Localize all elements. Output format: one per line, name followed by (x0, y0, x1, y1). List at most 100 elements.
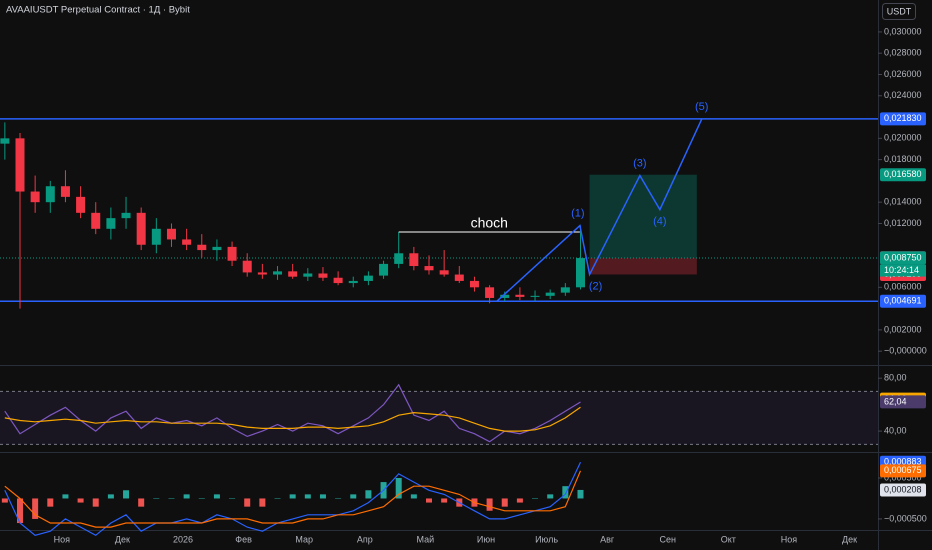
histogram-bar (395, 477, 402, 499)
histogram-bar (410, 494, 417, 499)
chart-title: AVAAIUSDT Perpetual Contract · 1Д · Bybi… (6, 5, 190, 16)
histogram-bar (501, 498, 508, 507)
y-tick-label: 0,018000 (884, 154, 922, 164)
candle-body (0, 138, 10, 144)
histogram-bar (335, 498, 342, 499)
price-tag-label: 0,000675 (884, 465, 922, 475)
candle-body (394, 253, 404, 264)
price-tag (880, 294, 926, 308)
x-tick-label: Авг (600, 534, 615, 544)
candle-body (242, 260, 252, 273)
candle-body (530, 295, 540, 297)
candle-body (303, 273, 313, 277)
x-tick-label: Сен (659, 534, 676, 544)
candle-body (106, 218, 116, 229)
candle-body (257, 272, 267, 275)
y-tick-label: 0,012000 (884, 218, 922, 228)
histogram-bar (77, 498, 84, 503)
price-tag (880, 168, 926, 182)
candle-body (121, 212, 131, 219)
price-tag-label: 0,008750 (884, 252, 922, 262)
x-tick-label: Ноя (54, 534, 71, 544)
candle-body (348, 280, 358, 284)
histogram-bar (441, 498, 448, 503)
price-tag-label: 0,016580 (884, 169, 922, 179)
wave-label: (3) (633, 157, 646, 169)
currency-button[interactable] (882, 3, 916, 20)
candle-body (409, 253, 419, 267)
price-tag-label: 0,000208 (884, 484, 922, 494)
histogram-bar (153, 498, 160, 499)
x-tick-label: Апр (357, 534, 373, 544)
candle-body (212, 246, 222, 251)
x-tick-label: Май (417, 534, 435, 544)
currency-label[interactable]: USDT (887, 6, 912, 16)
candle-body (485, 287, 495, 298)
histogram-bar (32, 498, 39, 519)
histogram-bar (92, 498, 99, 507)
wave-label: (1) (571, 208, 584, 220)
x-tick-label: Мар (295, 534, 313, 544)
price-tag-label: 0,021830 (884, 113, 922, 123)
histogram-bar (123, 490, 130, 499)
price-tag-label: 62,04 (884, 396, 907, 406)
histogram-bar (244, 498, 251, 507)
y-tick-label: 0,014000 (884, 197, 922, 207)
choch-label: choch (471, 215, 508, 231)
histogram-bar (16, 498, 23, 524)
histogram-bar (168, 498, 175, 499)
countdown-box (880, 264, 926, 277)
y-tick-label: 0,026000 (884, 69, 922, 79)
wave-label: (2) (589, 280, 602, 292)
candle-body (91, 212, 101, 229)
price-tag (880, 483, 926, 497)
histogram-bar (516, 498, 523, 503)
candle-body (454, 274, 464, 281)
histogram-bar (547, 494, 554, 499)
histogram-bar (532, 498, 539, 499)
price-tag (880, 251, 926, 265)
candle-body (545, 292, 555, 296)
price-tag-label: 0,000883 (884, 457, 922, 467)
x-tick-label: Ноя (781, 534, 798, 544)
candle-body (500, 294, 510, 298)
candle-body (182, 239, 192, 245)
histogram-bar (426, 498, 433, 503)
candle-body (227, 246, 237, 261)
candle-body (197, 244, 207, 251)
candle-body (136, 212, 146, 245)
candle-body (273, 271, 283, 275)
histogram-bar (304, 494, 311, 499)
x-tick-label: Дек (842, 534, 857, 544)
candle-body (333, 277, 343, 284)
histogram-bar (274, 498, 281, 499)
x-tick-label: Фев (235, 534, 252, 544)
candle-body (560, 287, 570, 293)
histogram-bar (138, 498, 145, 507)
histogram-bar (213, 494, 220, 499)
y-tick-label: 40,00 (884, 425, 907, 435)
histogram-bar (62, 494, 69, 499)
indicator-line (4, 470, 582, 528)
histogram-bar (365, 490, 372, 499)
candle-body (60, 186, 70, 197)
histogram-bar (289, 494, 296, 499)
y-tick-label: 0,020000 (884, 133, 922, 143)
price-tag (880, 395, 926, 409)
candle-body (288, 271, 298, 277)
histogram-bar (319, 494, 326, 499)
candle-body (166, 228, 176, 240)
y-tick-label: 0,028000 (884, 48, 922, 58)
x-tick-label: Дек (115, 534, 130, 544)
histogram-bar (1, 498, 8, 503)
indicator-line (4, 406, 581, 432)
candle-body (15, 138, 25, 192)
histogram-bar (486, 498, 493, 511)
y-tick-label: −0,000000 (884, 346, 927, 356)
candle-body (575, 258, 585, 288)
histogram-bar (198, 498, 205, 499)
histogram-bar (229, 498, 236, 499)
histogram-bar (562, 486, 569, 499)
